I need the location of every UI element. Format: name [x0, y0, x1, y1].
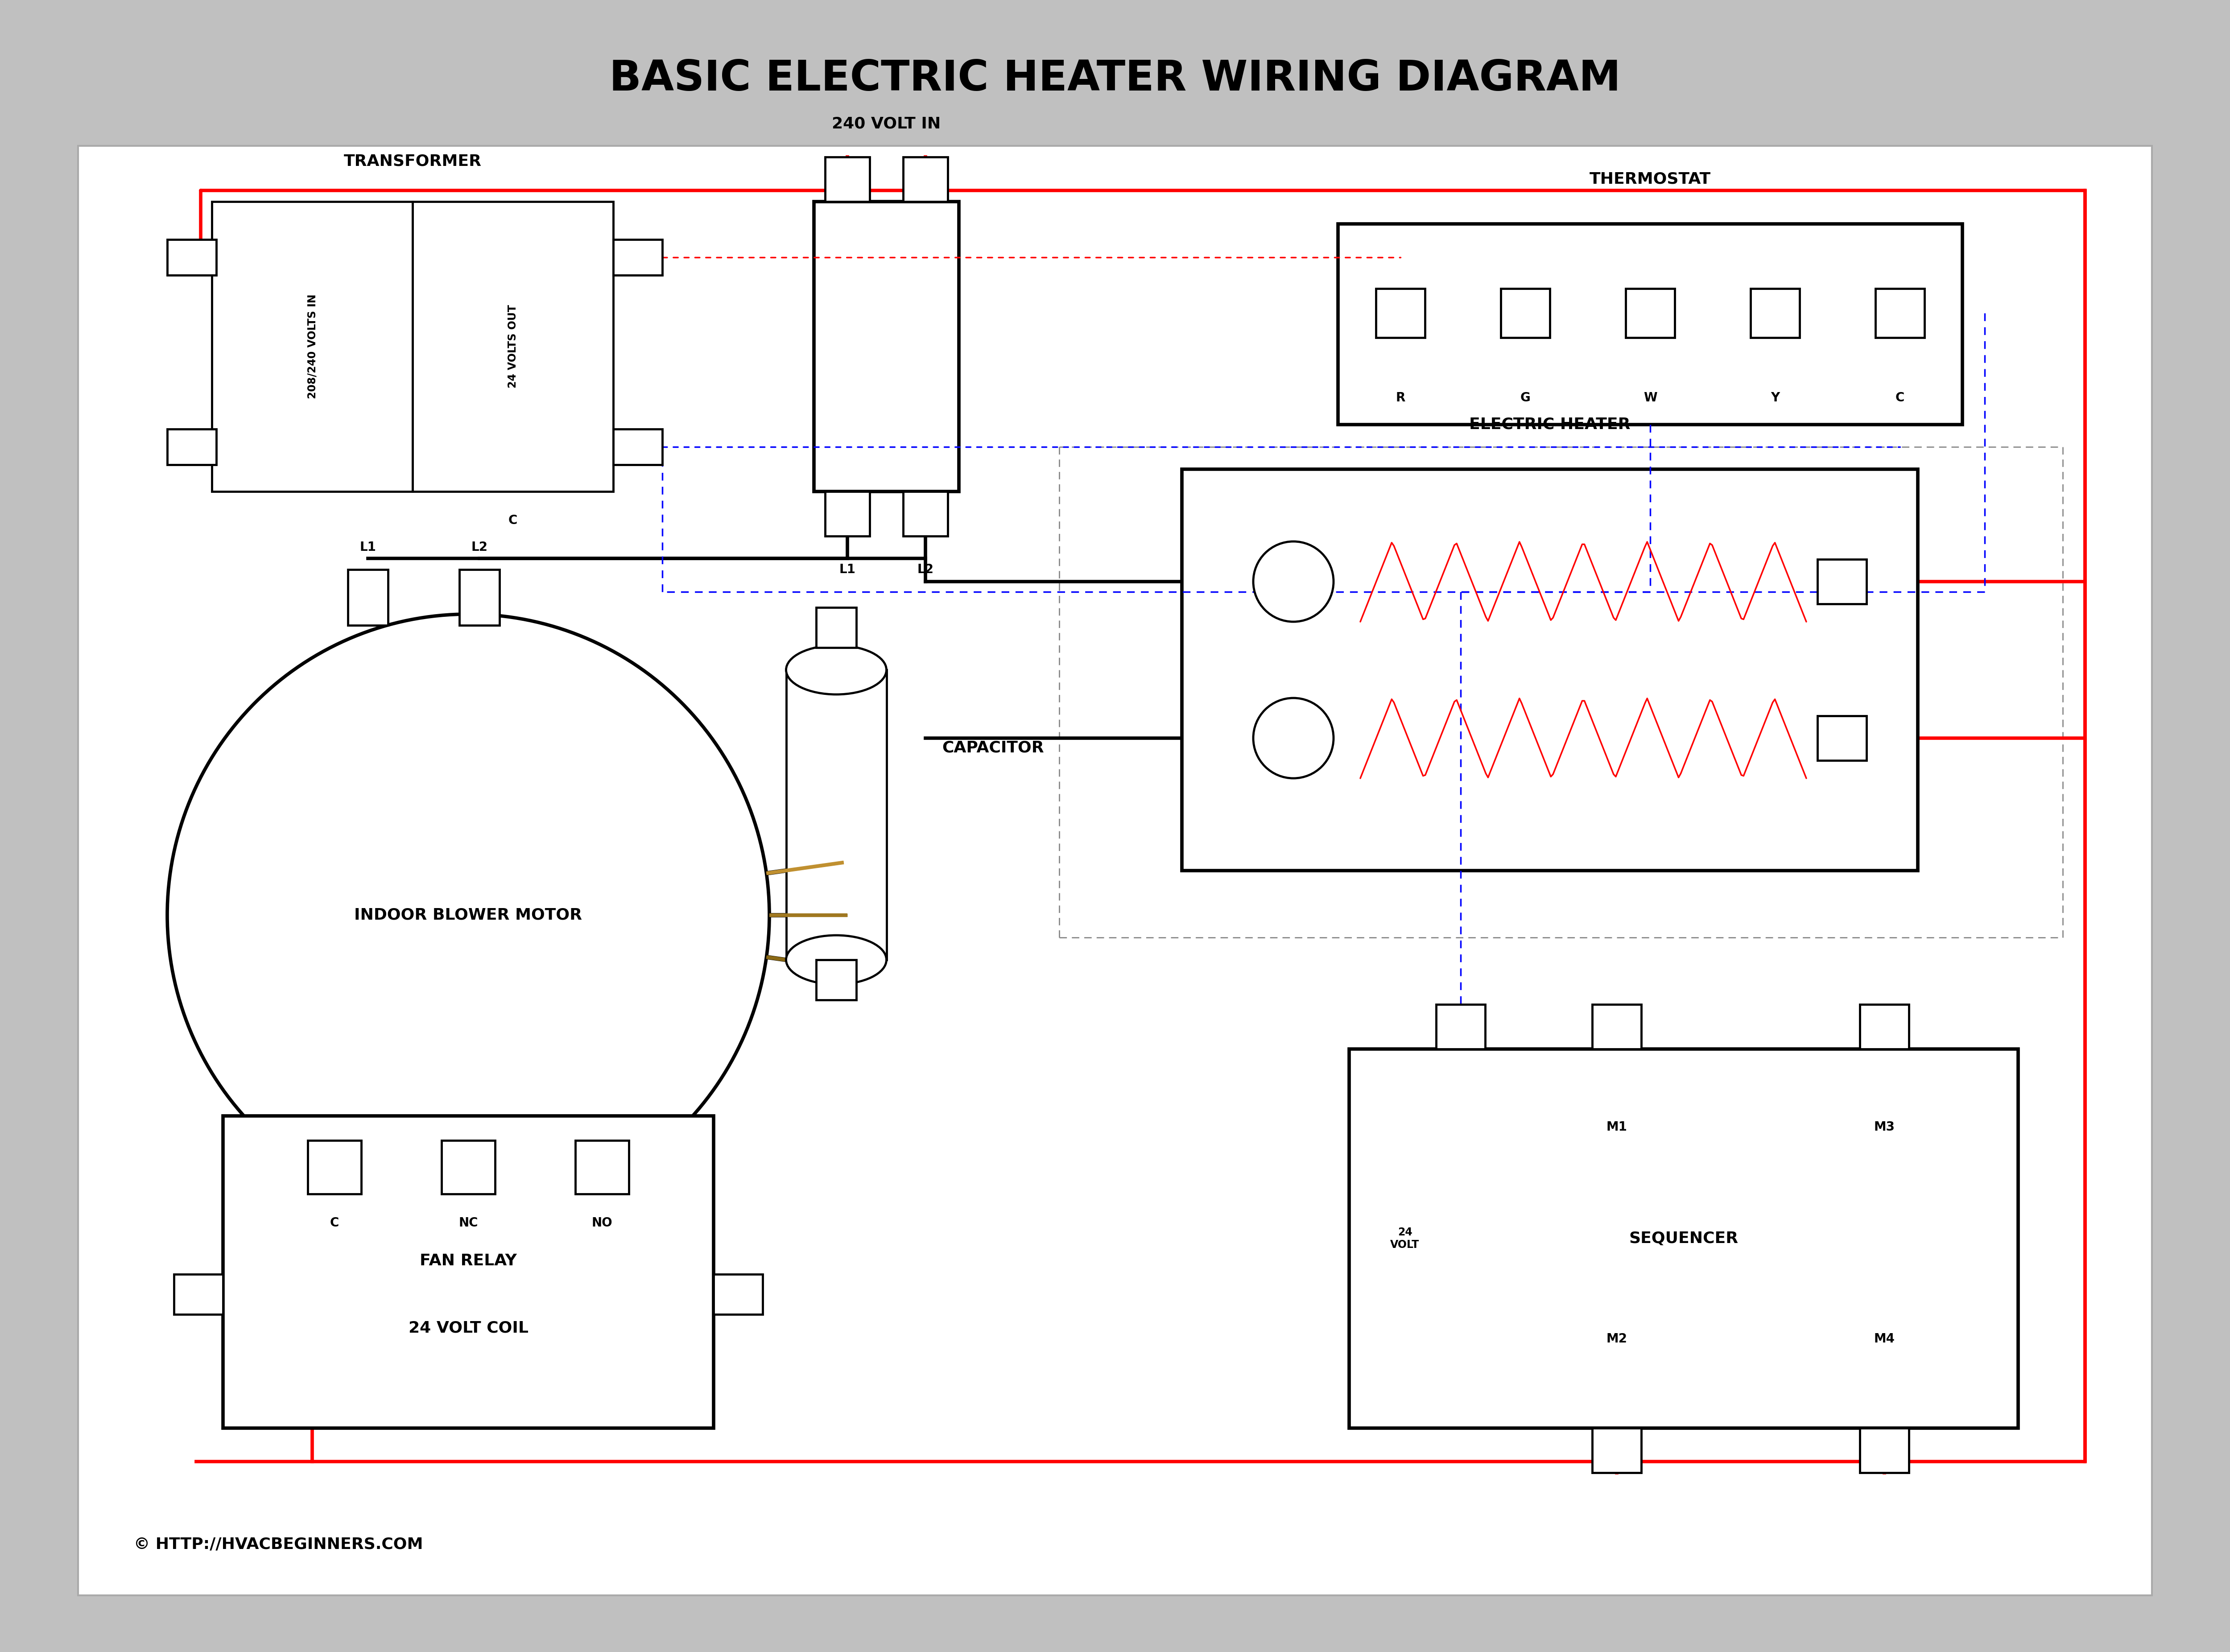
- Text: Y: Y: [1771, 392, 1780, 405]
- Bar: [825, 157, 870, 202]
- Text: M2: M2: [1606, 1333, 1628, 1345]
- Text: 24
VOLT: 24 VOLT: [1389, 1227, 1421, 1251]
- Circle shape: [1253, 699, 1334, 778]
- Text: M3: M3: [1873, 1120, 1896, 1133]
- Bar: [1817, 560, 1867, 605]
- Text: NC: NC: [459, 1218, 477, 1229]
- Text: L1: L1: [838, 563, 856, 577]
- Text: TRANSFORMER: TRANSFORMER: [343, 154, 482, 169]
- Bar: [174, 1274, 223, 1315]
- Bar: [714, 1274, 763, 1315]
- Bar: [903, 492, 948, 537]
- Bar: [1592, 1004, 1641, 1049]
- Text: L2: L2: [471, 540, 488, 553]
- Bar: [1501, 289, 1550, 337]
- Bar: [613, 240, 662, 276]
- Bar: [1592, 1427, 1641, 1472]
- Bar: [212, 202, 413, 492]
- Text: L2: L2: [917, 563, 934, 577]
- Text: THERMOSTAT: THERMOSTAT: [1590, 172, 1710, 187]
- Bar: [167, 430, 216, 464]
- Bar: [787, 671, 888, 960]
- Bar: [903, 157, 948, 202]
- Bar: [1376, 289, 1425, 337]
- Text: G: G: [1521, 392, 1530, 405]
- Text: C: C: [1896, 392, 1904, 405]
- Bar: [1860, 1427, 1909, 1472]
- Bar: [1436, 1004, 1485, 1049]
- Bar: [413, 202, 613, 492]
- Bar: [575, 1140, 629, 1194]
- Text: NO: NO: [591, 1218, 613, 1229]
- Bar: [825, 492, 870, 537]
- Bar: [1338, 225, 1962, 425]
- Ellipse shape: [787, 646, 888, 694]
- Text: M1: M1: [1606, 1120, 1628, 1133]
- Text: CAPACITOR: CAPACITOR: [943, 740, 1044, 755]
- Text: 24 VOLTS OUT: 24 VOLTS OUT: [508, 306, 517, 388]
- Bar: [167, 240, 216, 276]
- Circle shape: [167, 615, 769, 1216]
- Bar: [816, 960, 856, 999]
- Text: 24 VOLT COIL: 24 VOLT COIL: [408, 1320, 529, 1335]
- Text: R: R: [1396, 392, 1405, 405]
- Text: © HTTP://HVACBEGINNERS.COM: © HTTP://HVACBEGINNERS.COM: [134, 1536, 424, 1551]
- Bar: [78, 145, 2152, 1596]
- Text: ELECTRIC HEATER: ELECTRIC HEATER: [1470, 416, 1630, 433]
- Bar: [1349, 1049, 2018, 1427]
- Bar: [1626, 289, 1675, 337]
- Bar: [814, 202, 959, 492]
- Bar: [1860, 1004, 1909, 1049]
- Bar: [442, 1140, 495, 1194]
- Bar: [459, 570, 500, 626]
- Bar: [1751, 289, 1800, 337]
- Text: FAN RELAY: FAN RELAY: [419, 1254, 517, 1269]
- Text: C: C: [508, 514, 517, 527]
- Text: L1: L1: [359, 540, 377, 553]
- Text: BASIC ELECTRIC HEATER WIRING DIAGRAM: BASIC ELECTRIC HEATER WIRING DIAGRAM: [609, 58, 1621, 99]
- Text: SEQUENCER: SEQUENCER: [1628, 1231, 1739, 1246]
- Text: 240 VOLT IN: 240 VOLT IN: [832, 116, 941, 131]
- Bar: [223, 1115, 714, 1427]
- Bar: [1182, 469, 1918, 871]
- Text: C: C: [330, 1218, 339, 1229]
- Bar: [1875, 289, 1924, 337]
- Bar: [348, 570, 388, 626]
- Bar: [1817, 715, 1867, 760]
- Bar: [613, 430, 662, 464]
- Bar: [308, 1140, 361, 1194]
- Ellipse shape: [787, 935, 888, 985]
- Text: M4: M4: [1873, 1333, 1896, 1345]
- Text: W: W: [1644, 392, 1657, 405]
- Text: 208/240 VOLTS IN: 208/240 VOLTS IN: [308, 294, 317, 398]
- Circle shape: [1253, 542, 1334, 621]
- Text: INDOOR BLOWER MOTOR: INDOOR BLOWER MOTOR: [355, 907, 582, 923]
- Bar: [816, 608, 856, 648]
